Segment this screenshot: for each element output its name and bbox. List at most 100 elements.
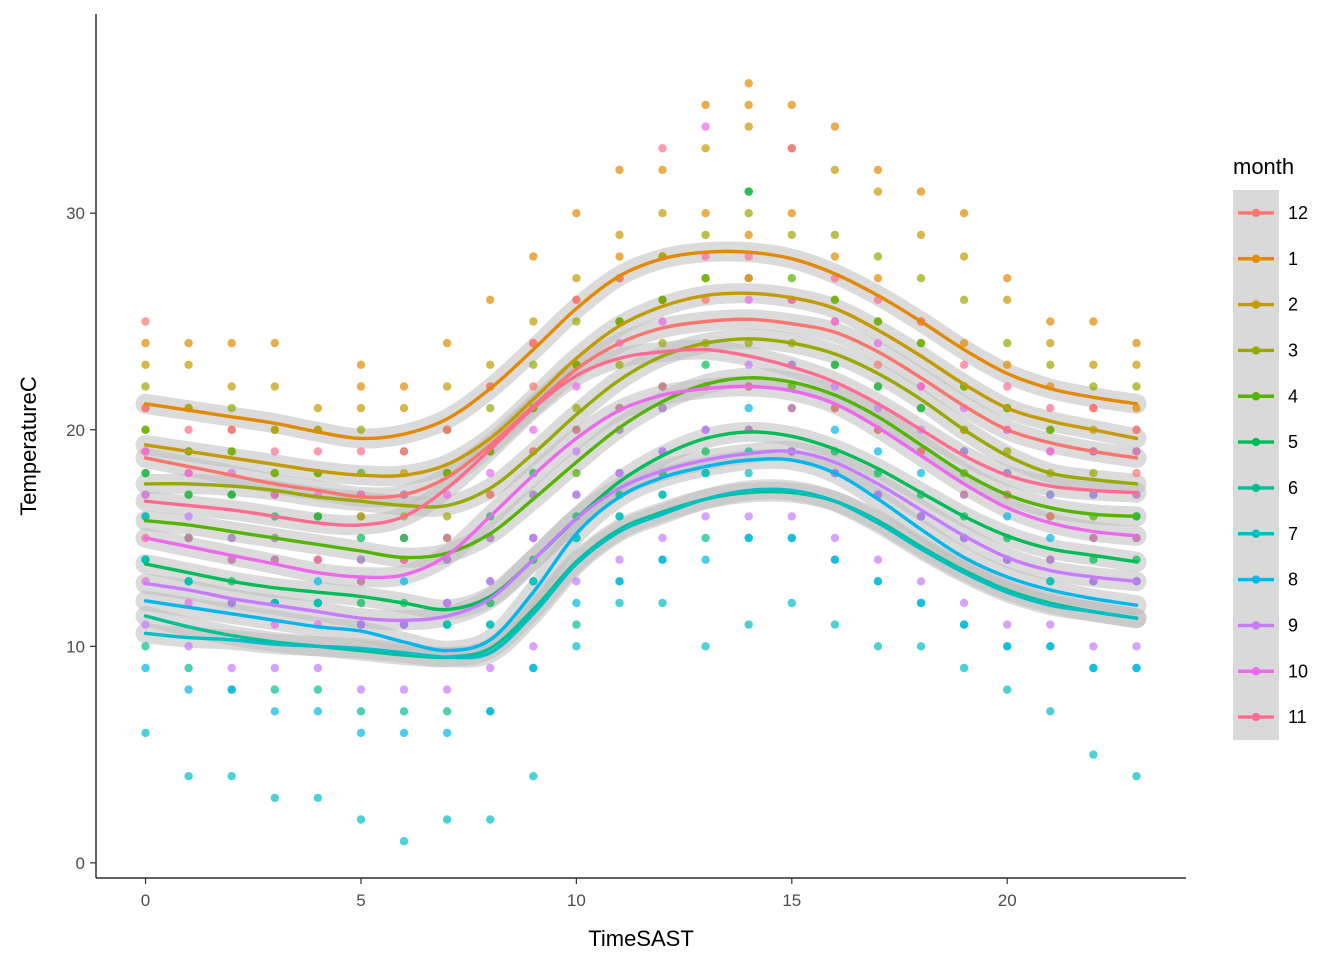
legend-key-point-9	[1251, 621, 1261, 630]
data-point-1-16	[529, 252, 538, 261]
data-point-1-28	[744, 230, 753, 240]
data-point-1-43	[1089, 317, 1098, 326]
data-point-11-8	[313, 447, 323, 456]
data-point-10-24	[658, 317, 667, 326]
data-point-10-20	[572, 382, 581, 391]
data-point-8-25	[658, 555, 667, 564]
data-point-8-27	[701, 555, 710, 564]
data-point-1-6	[270, 338, 279, 348]
confidence-bands	[135, 241, 1147, 668]
legend-key-point-7	[1251, 529, 1261, 538]
data-point-8-36	[916, 468, 926, 478]
data-point-9-21	[572, 577, 581, 586]
data-point-7-47	[1132, 772, 1141, 781]
data-point-8-23	[615, 577, 624, 586]
data-point-3-44	[1089, 382, 1098, 391]
legend-label-11: 11	[1288, 707, 1307, 727]
data-point-3-4	[227, 403, 236, 413]
data-point-9-11	[356, 685, 366, 694]
data-point-7-41	[1003, 685, 1012, 694]
data-point-8-43	[1046, 642, 1055, 651]
data-point-10-19	[529, 533, 538, 543]
data-point-5-2	[184, 490, 193, 499]
data-point-10-5	[227, 598, 236, 608]
data-point-7-24	[658, 490, 667, 499]
data-point-7-39	[959, 663, 969, 673]
legend-key-background	[1233, 190, 1279, 740]
data-point-6-15	[442, 707, 452, 716]
legend-key-point-3	[1251, 346, 1261, 355]
data-point-3-34	[873, 252, 883, 261]
data-point-7-37	[916, 642, 926, 651]
data-point-5-32	[830, 360, 840, 369]
data-point-11-31	[787, 403, 796, 413]
data-point-11-14	[442, 425, 452, 434]
data-point-1-25	[701, 209, 710, 218]
data-point-11-45	[1089, 533, 1098, 543]
data-point-3-20	[572, 317, 581, 326]
data-point-1-14	[486, 295, 495, 304]
data-point-7-11	[356, 815, 366, 824]
data-point-11-9	[313, 555, 323, 564]
data-point-2-34	[873, 187, 883, 196]
data-point-2-26	[701, 144, 710, 153]
data-point-7-21	[572, 642, 581, 651]
data-point-7-15	[442, 815, 452, 824]
x-tick-label-0: 0	[141, 891, 150, 910]
data-point-3-26	[701, 230, 710, 240]
data-point-1-39	[1003, 274, 1012, 283]
smooth-line-12	[143, 317, 1139, 500]
data-point-9-17	[486, 663, 495, 673]
data-point-3-38	[959, 295, 969, 304]
data-point-5-27	[701, 447, 710, 456]
data-point-2-36	[916, 230, 926, 240]
data-point-3-23	[615, 360, 624, 369]
data-point-8-9	[313, 707, 323, 716]
data-point-10-17	[486, 577, 495, 586]
data-point-9-20	[572, 447, 581, 456]
data-point-1-32	[830, 252, 840, 261]
data-point-4-30	[787, 274, 796, 283]
data-point-9-35	[873, 555, 883, 564]
data-point-8-45	[1089, 663, 1098, 673]
data-point-2-20	[572, 274, 581, 283]
data-point-5-8	[313, 512, 323, 521]
data-point-1-20	[615, 165, 624, 175]
data-point-7-9	[313, 793, 323, 803]
data-point-1-12	[442, 338, 452, 348]
data-point-7-26	[701, 468, 710, 478]
data-point-8-40	[1003, 512, 1012, 521]
data-point-1-37	[959, 209, 969, 218]
data-point-8-8	[313, 577, 323, 586]
legend-label-10: 10	[1288, 661, 1308, 681]
data-point-10-7	[270, 620, 279, 629]
data-point-10-21	[572, 490, 581, 499]
legend-label-4: 4	[1288, 386, 1298, 406]
data-point-9-7	[270, 663, 279, 673]
data-point-4-36	[916, 338, 926, 348]
data-point-1-2	[184, 338, 193, 348]
data-point-7-13	[399, 837, 409, 846]
data-point-5-28	[744, 187, 753, 196]
data-point-1-41	[1046, 317, 1055, 326]
data-point-8-28	[744, 403, 753, 413]
data-point-9-9	[313, 663, 323, 673]
data-point-4-42	[1046, 425, 1055, 434]
data-point-6-9	[313, 685, 323, 694]
data-point-10-11	[356, 620, 366, 629]
data-point-9-41	[1003, 620, 1012, 629]
data-point-9-0	[141, 490, 150, 499]
data-point-8-42	[1046, 533, 1055, 543]
data-point-5-4	[227, 490, 236, 499]
legend-label-9: 9	[1288, 615, 1298, 635]
data-point-4-21	[572, 468, 581, 478]
data-point-1-9	[356, 382, 366, 391]
data-point-11-3	[184, 533, 193, 543]
data-point-7-29	[744, 620, 753, 629]
data-point-2-24	[658, 209, 667, 218]
data-point-1-34	[873, 274, 883, 283]
legend-label-5: 5	[1288, 432, 1298, 452]
data-point-10-0	[141, 447, 150, 456]
data-point-7-18	[529, 577, 538, 586]
data-point-7-0	[141, 555, 150, 564]
